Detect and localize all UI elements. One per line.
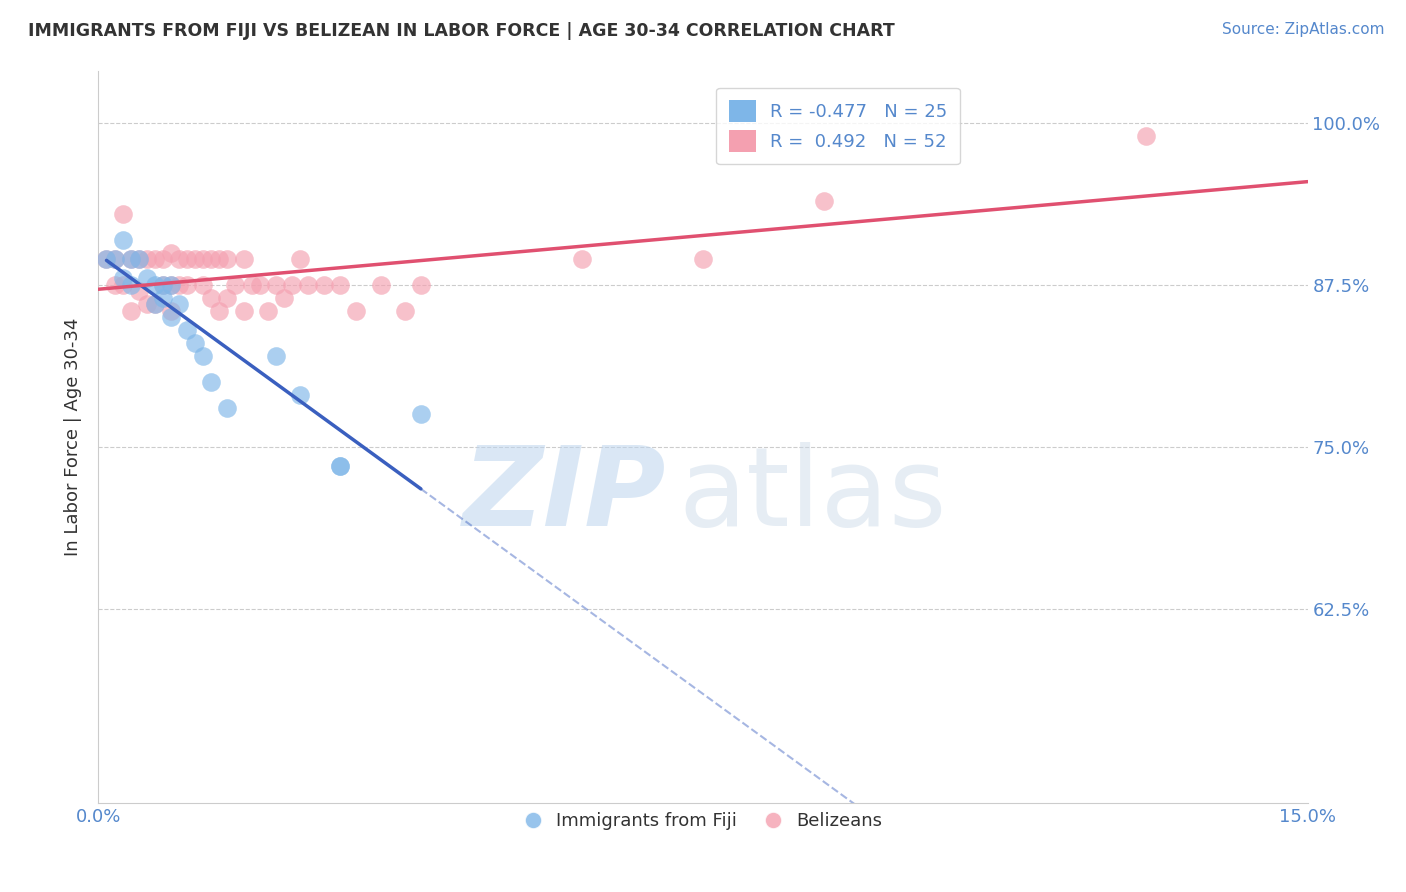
Point — [143, 277, 166, 292]
Point — [200, 375, 222, 389]
Point — [143, 252, 166, 266]
Point — [329, 459, 352, 474]
Point — [240, 277, 263, 292]
Point — [176, 323, 198, 337]
Point — [256, 303, 278, 318]
Point — [176, 252, 198, 266]
Point — [103, 277, 125, 292]
Point — [273, 291, 295, 305]
Point — [297, 277, 319, 292]
Text: IMMIGRANTS FROM FIJI VS BELIZEAN IN LABOR FORCE | AGE 30-34 CORRELATION CHART: IMMIGRANTS FROM FIJI VS BELIZEAN IN LABO… — [28, 22, 894, 40]
Point — [152, 277, 174, 292]
Point — [96, 252, 118, 266]
Point — [232, 252, 254, 266]
Point — [152, 291, 174, 305]
Point — [329, 459, 352, 474]
Point — [193, 349, 215, 363]
Point — [143, 297, 166, 311]
Point — [571, 252, 593, 266]
Point — [344, 303, 367, 318]
Point — [120, 252, 142, 266]
Point — [160, 277, 183, 292]
Point — [184, 252, 207, 266]
Point — [409, 277, 432, 292]
Point — [217, 291, 239, 305]
Point — [394, 303, 416, 318]
Point — [103, 252, 125, 266]
Point — [409, 408, 432, 422]
Point — [200, 291, 222, 305]
Point — [208, 303, 231, 318]
Point — [232, 303, 254, 318]
Point — [314, 277, 336, 292]
Point — [135, 271, 157, 285]
Point — [1135, 129, 1157, 144]
Point — [152, 252, 174, 266]
Point — [96, 252, 118, 266]
Point — [128, 285, 150, 299]
Legend: Immigrants from Fiji, Belizeans: Immigrants from Fiji, Belizeans — [516, 805, 890, 838]
Point — [120, 252, 142, 266]
Point — [281, 277, 304, 292]
Point — [193, 277, 215, 292]
Text: atlas: atlas — [679, 442, 948, 549]
Point — [184, 336, 207, 351]
Point — [167, 277, 190, 292]
Point — [160, 310, 183, 325]
Point — [160, 245, 183, 260]
Point — [128, 252, 150, 266]
Point — [249, 277, 271, 292]
Point — [217, 252, 239, 266]
Point — [370, 277, 392, 292]
Point — [111, 233, 134, 247]
Point — [329, 277, 352, 292]
Point — [692, 252, 714, 266]
Point — [176, 277, 198, 292]
Point — [120, 303, 142, 318]
Point — [224, 277, 246, 292]
Point — [813, 194, 835, 208]
Point — [152, 277, 174, 292]
Point — [111, 207, 134, 221]
Point — [135, 252, 157, 266]
Point — [160, 277, 183, 292]
Point — [160, 303, 183, 318]
Point — [111, 277, 134, 292]
Point — [288, 388, 311, 402]
Point — [264, 349, 287, 363]
Point — [120, 277, 142, 292]
Point — [143, 297, 166, 311]
Point — [208, 252, 231, 266]
Point — [200, 252, 222, 266]
Text: Source: ZipAtlas.com: Source: ZipAtlas.com — [1222, 22, 1385, 37]
Point — [103, 252, 125, 266]
Point — [288, 252, 311, 266]
Point — [193, 252, 215, 266]
Text: ZIP: ZIP — [463, 442, 666, 549]
Point — [167, 252, 190, 266]
Point — [167, 297, 190, 311]
Y-axis label: In Labor Force | Age 30-34: In Labor Force | Age 30-34 — [65, 318, 83, 557]
Point — [264, 277, 287, 292]
Point — [128, 252, 150, 266]
Point — [217, 401, 239, 415]
Point — [135, 297, 157, 311]
Point — [111, 271, 134, 285]
